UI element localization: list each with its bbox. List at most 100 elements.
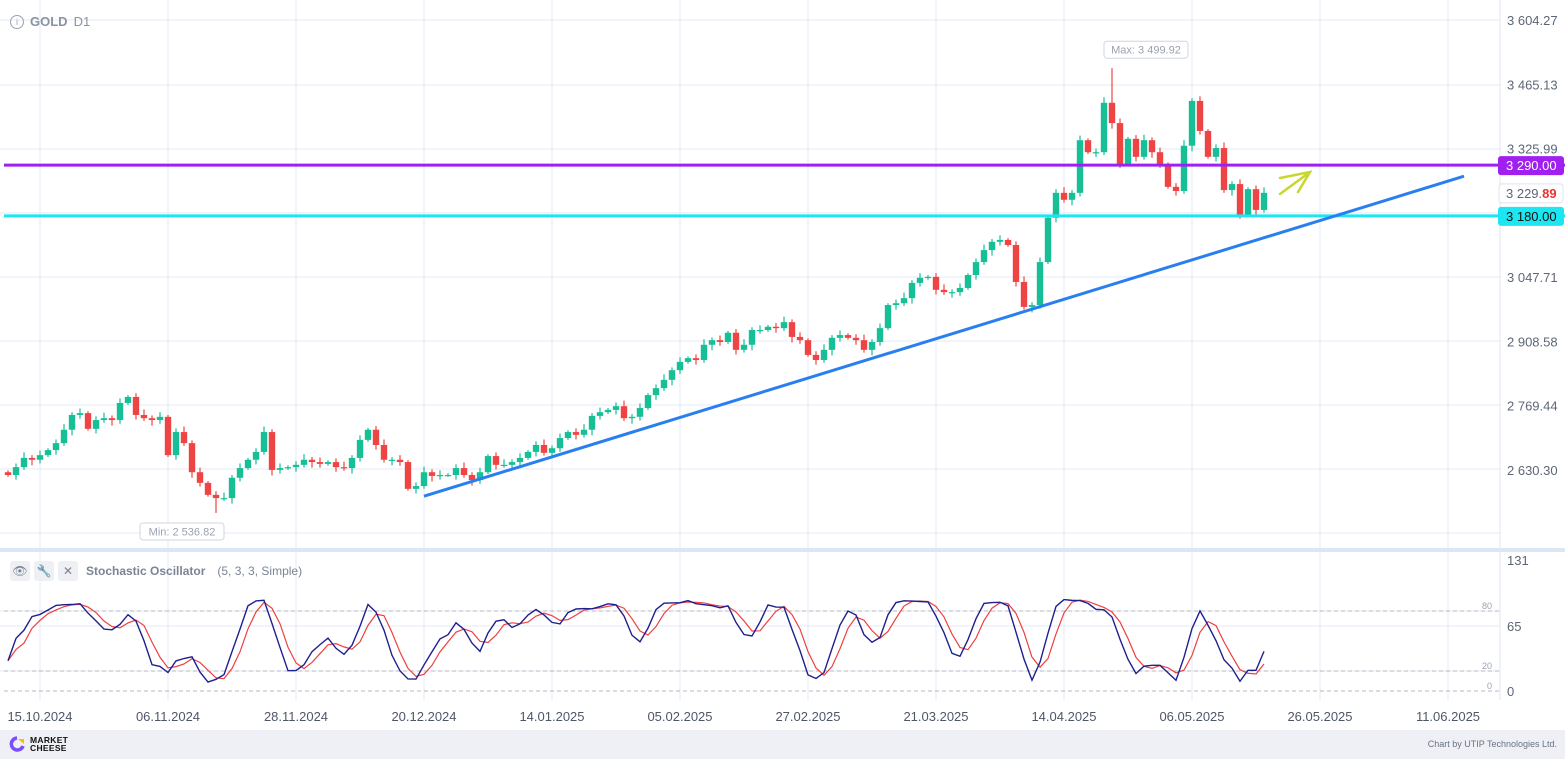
candle: [668, 367, 676, 386]
wrench-icon[interactable]: 🔧: [34, 561, 54, 581]
pane-separator[interactable]: [0, 548, 1565, 552]
candle: [388, 456, 396, 466]
candle-body: [628, 416, 636, 419]
candle-body: [212, 494, 220, 499]
candle: [1116, 118, 1124, 168]
stoch-k-line: [7, 598, 1265, 683]
candle-body: [812, 354, 820, 361]
last-price-text: 3 229.89: [1506, 186, 1557, 201]
candle-body: [452, 468, 460, 475]
candle-body: [60, 429, 68, 444]
candle-body: [796, 336, 804, 341]
candle-body: [1020, 281, 1028, 307]
candle-body: [900, 298, 908, 304]
candle: [284, 465, 292, 470]
candle: [1172, 183, 1180, 196]
close-icon[interactable]: ✕: [58, 561, 78, 581]
candle-body: [316, 462, 324, 464]
candle: [564, 430, 572, 440]
candle-body: [116, 402, 124, 421]
date-tick: 15.10.2024: [7, 709, 72, 724]
info-icon[interactable]: i: [10, 14, 24, 29]
last-price-box: [1498, 183, 1564, 204]
max-label: Max: 3 499.92: [1103, 40, 1189, 59]
candle: [804, 338, 812, 357]
candle-body: [588, 415, 596, 430]
candle-body: [108, 418, 116, 421]
candle: [1068, 190, 1076, 206]
eye-icon[interactable]: 👁: [10, 561, 30, 581]
candle-body: [468, 474, 476, 481]
candle-body: [356, 439, 364, 458]
stoch-axis-tick: 131: [1507, 553, 1529, 568]
candle-body: [324, 462, 332, 464]
candle: [532, 441, 540, 457]
candle: [596, 407, 604, 420]
candle: [244, 457, 252, 470]
candle-body: [996, 239, 1004, 242]
candle-body: [884, 305, 892, 329]
stoch-level-label: 20: [1482, 661, 1492, 671]
candle-body: [484, 456, 492, 473]
candle: [92, 416, 100, 434]
candle: [828, 335, 836, 356]
candle: [988, 239, 996, 256]
candle: [292, 461, 300, 472]
candle-body: [732, 332, 740, 350]
candle-body: [388, 459, 396, 461]
candle: [428, 469, 436, 482]
candle-body: [924, 276, 932, 279]
candle: [620, 400, 628, 421]
candle-body: [36, 455, 44, 460]
candle: [908, 280, 916, 304]
price-tick: 2 769.44: [1507, 399, 1558, 414]
timeframe-label[interactable]: D1: [73, 14, 91, 29]
candle: [1060, 187, 1068, 203]
candle-body: [948, 292, 956, 294]
candle: [204, 481, 212, 497]
candle: [356, 435, 364, 462]
candle: [340, 461, 348, 471]
candle-body: [1180, 145, 1188, 191]
candle-body: [348, 457, 356, 469]
candle-body: [596, 412, 604, 416]
candle-body: [1068, 192, 1076, 200]
price-tick: 3 465.13: [1507, 77, 1558, 92]
candle-body: [564, 432, 572, 439]
candle: [644, 393, 652, 410]
candle: [68, 412, 76, 436]
candle-body: [1196, 100, 1204, 131]
candle: [396, 455, 404, 466]
label-box: [1103, 40, 1189, 59]
indicator-params: (5, 3, 3, Simple): [217, 564, 303, 578]
candle: [1196, 96, 1204, 135]
candle: [716, 335, 724, 346]
candle-body: [372, 429, 380, 445]
candle: [20, 452, 28, 470]
indicator-name: Stochastic Oscillator: [86, 564, 206, 578]
candle-body: [580, 429, 588, 435]
candle-body: [4, 472, 12, 475]
candle: [36, 450, 44, 464]
candle-body: [508, 462, 516, 465]
candle-body: [860, 340, 868, 350]
candle-body: [188, 443, 196, 473]
candle: [1036, 257, 1044, 309]
chart-canvas[interactable]: Max: 3 499.92 Min: 2 536.82 3 290.00 3 180.…: [0, 0, 1565, 730]
candle: [628, 414, 636, 424]
symbol-label: GOLD: [30, 14, 68, 29]
candle: [836, 330, 844, 342]
candle-body: [164, 416, 172, 456]
candle-body: [1212, 148, 1220, 157]
candle-body: [444, 474, 452, 477]
candle-body: [132, 396, 140, 415]
candle-body: [1116, 123, 1124, 165]
candle: [868, 339, 876, 356]
market-cheese-logo[interactable]: MARKET CHEESE: [8, 736, 68, 752]
candle: [492, 452, 500, 470]
candle: [516, 453, 524, 466]
trendline[interactable]: [423, 174, 1465, 498]
candle: [956, 283, 964, 296]
candle-body: [644, 395, 652, 409]
candle-body: [548, 448, 556, 453]
